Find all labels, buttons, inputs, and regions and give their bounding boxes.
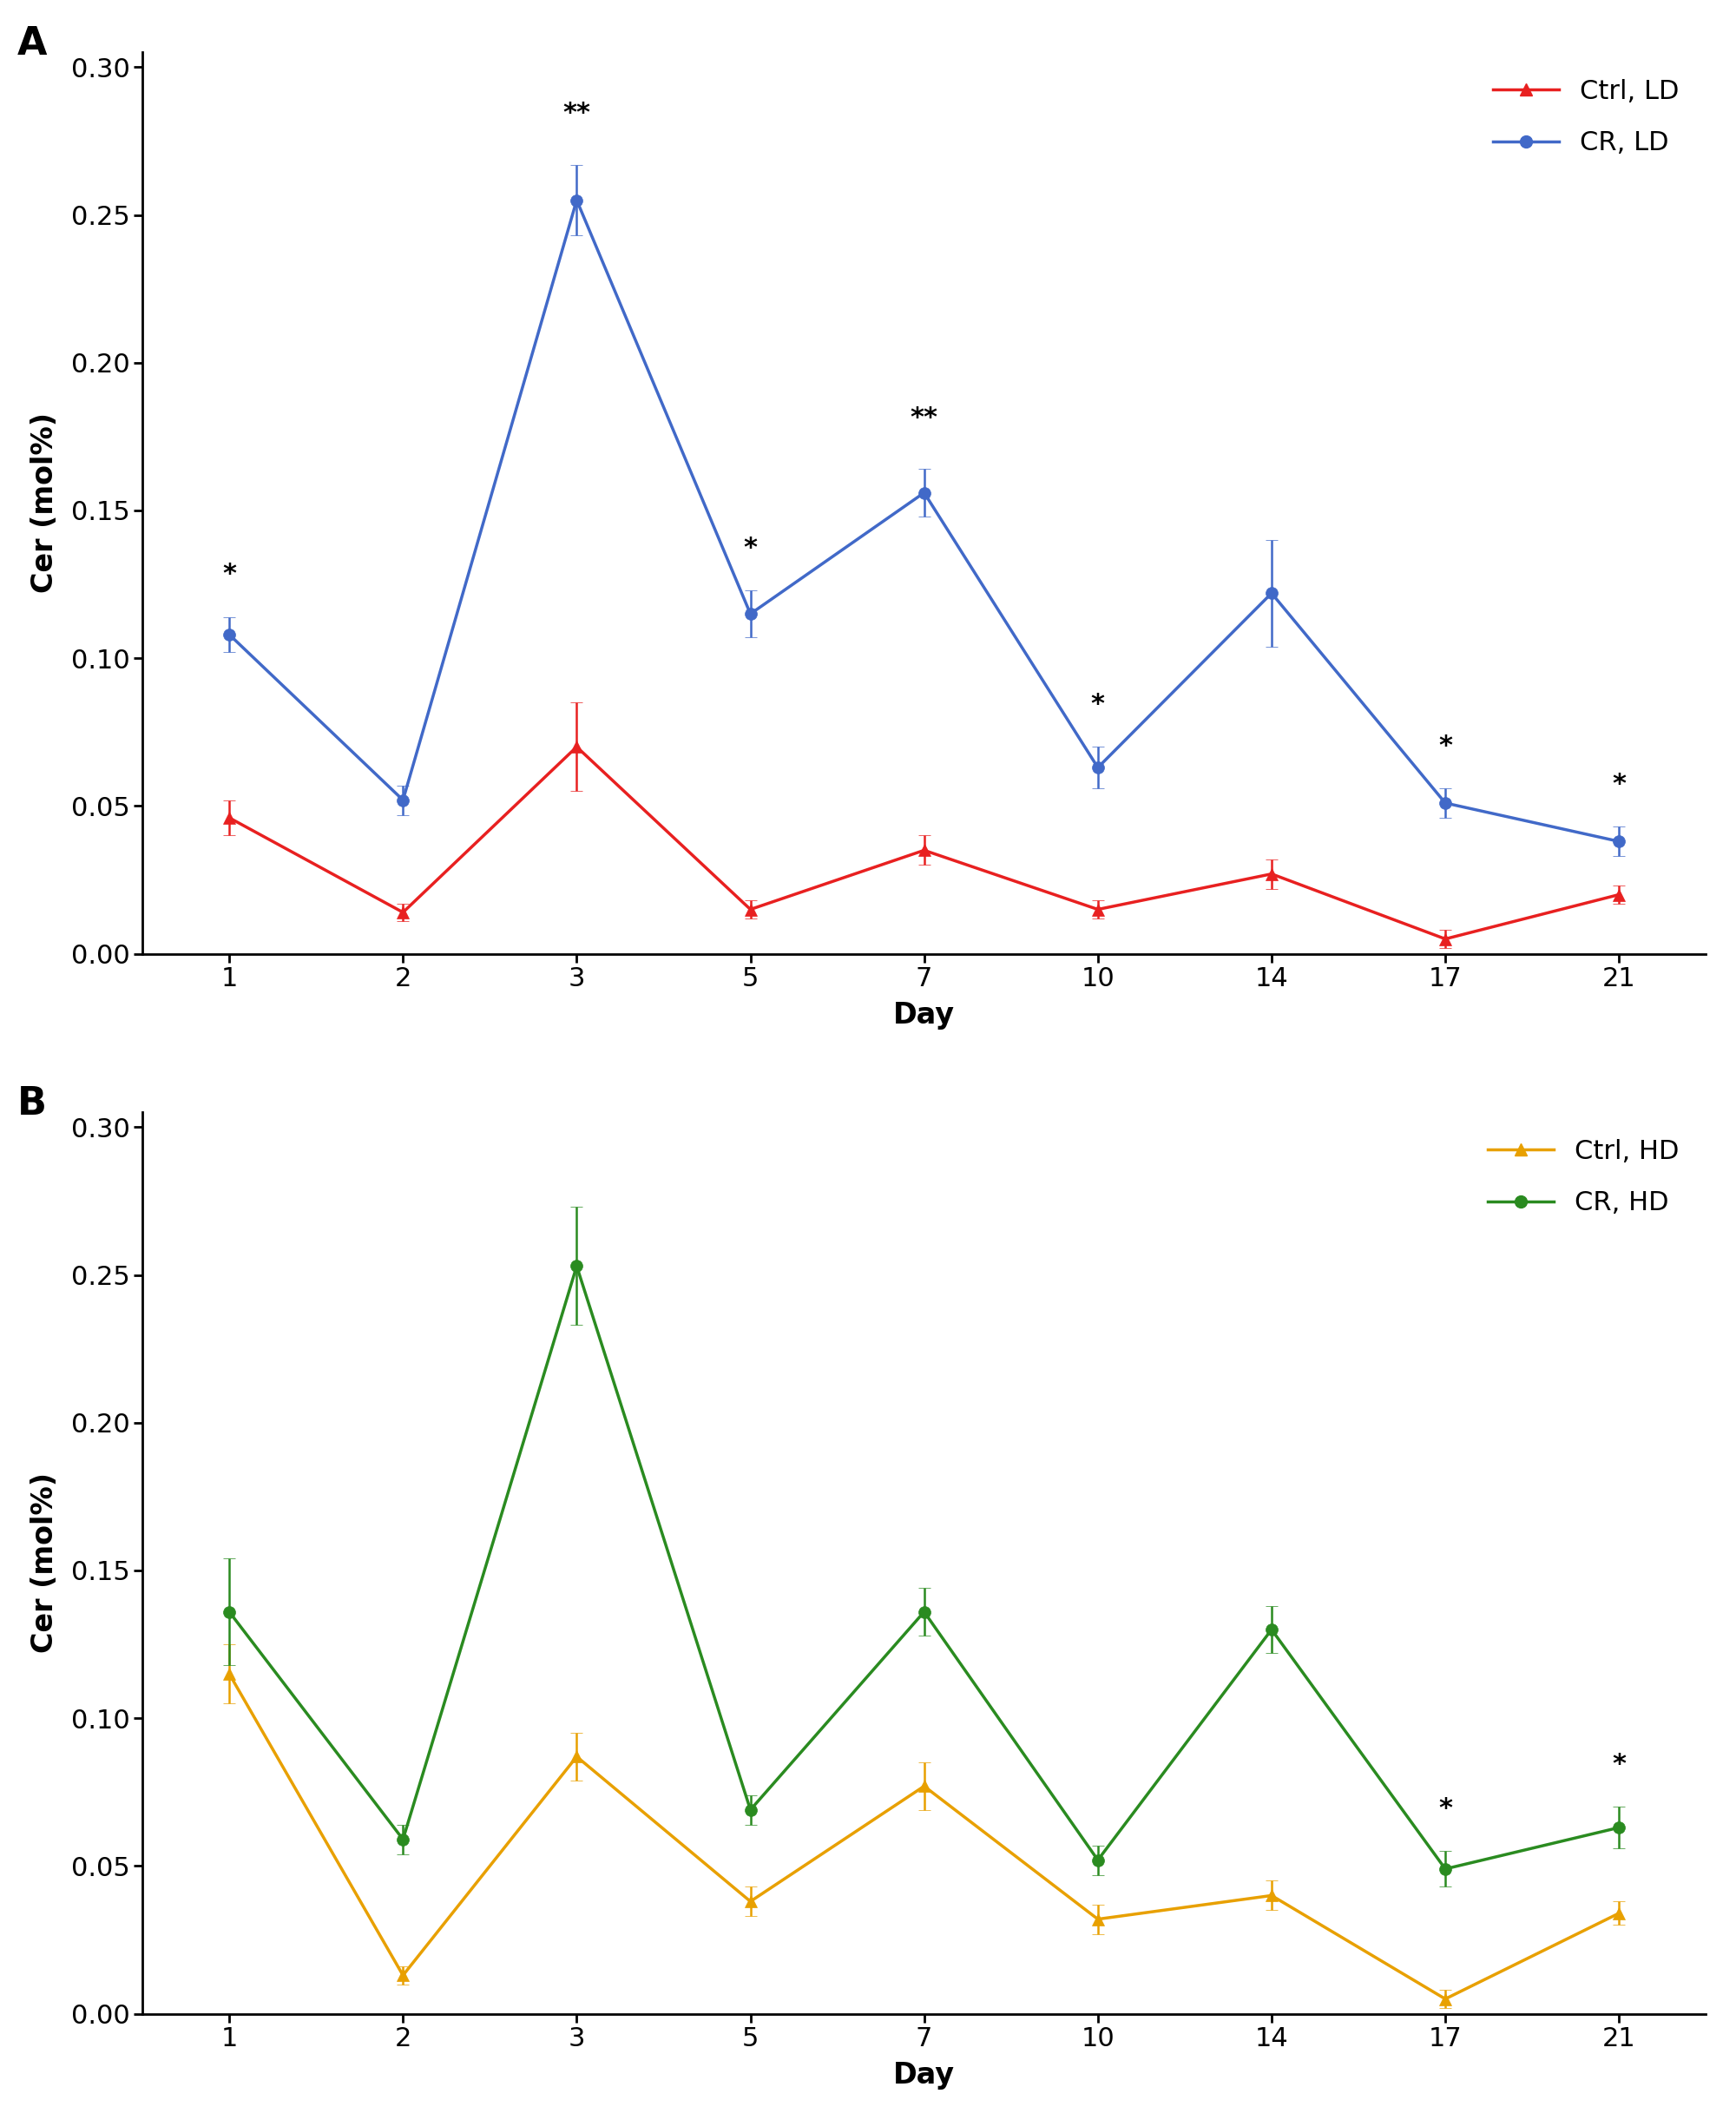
X-axis label: Day: Day <box>894 2061 955 2090</box>
Text: *: * <box>1613 772 1627 797</box>
X-axis label: Day: Day <box>894 1001 955 1030</box>
Text: *: * <box>222 562 236 587</box>
Y-axis label: Cer (mol%): Cer (mol%) <box>30 413 59 594</box>
Text: A: A <box>17 25 47 64</box>
Legend: Ctrl, HD, CR, HD: Ctrl, HD, CR, HD <box>1474 1126 1693 1230</box>
Text: B: B <box>17 1085 47 1124</box>
Y-axis label: Cer (mol%): Cer (mol%) <box>30 1473 59 1654</box>
Text: *: * <box>743 536 757 560</box>
Text: *: * <box>1613 1751 1627 1777</box>
Text: *: * <box>1090 691 1104 717</box>
Legend: Ctrl, LD, CR, LD: Ctrl, LD, CR, LD <box>1479 66 1693 170</box>
Text: **: ** <box>562 102 590 127</box>
Text: **: ** <box>910 405 937 430</box>
Text: *: * <box>1439 734 1453 759</box>
Text: *: * <box>1439 1796 1453 1821</box>
